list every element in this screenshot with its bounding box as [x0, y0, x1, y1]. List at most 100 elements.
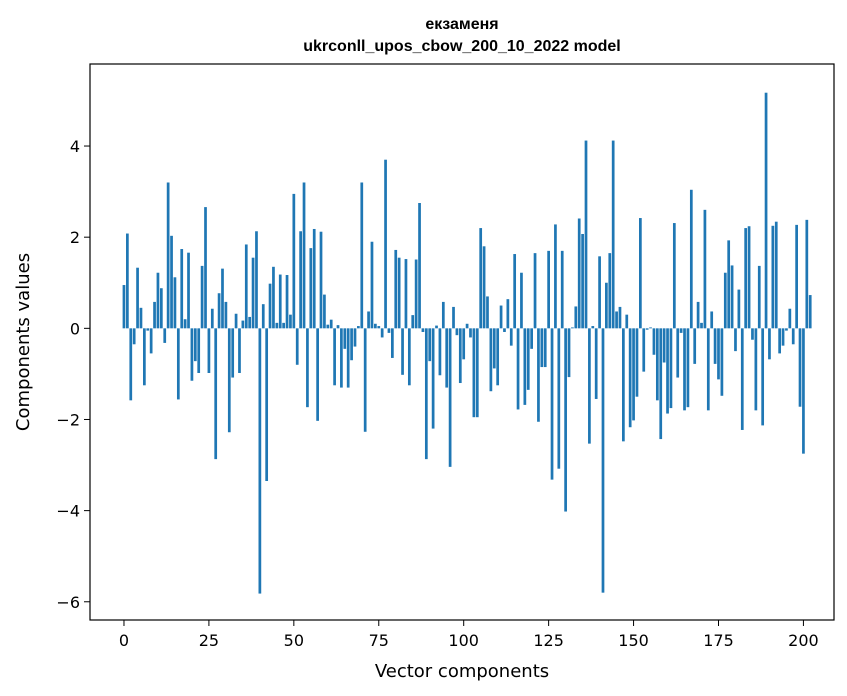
bar-105: [479, 228, 483, 329]
bar-134: [577, 218, 581, 329]
bar-109: [492, 328, 496, 369]
bar-147: [622, 328, 625, 442]
bar-118: [523, 328, 527, 405]
bar-190: [768, 328, 771, 360]
bar-113: [506, 299, 510, 329]
bar-76: [380, 328, 384, 338]
bar-55: [309, 248, 313, 329]
bar-93: [438, 328, 442, 376]
bar-38: [251, 257, 255, 329]
bar-3: [132, 328, 136, 345]
bar-31: [227, 328, 231, 433]
y-tick-label-3: 0: [70, 319, 80, 338]
bar-26: [210, 308, 214, 329]
bar-171: [703, 209, 707, 329]
bar-191: [771, 225, 775, 329]
bar-100: [462, 328, 466, 360]
y-tick-label-0: −6: [56, 593, 80, 612]
bar-126: [550, 328, 554, 480]
bar-48: [285, 275, 289, 329]
bar-194: [781, 328, 785, 346]
bar-57: [316, 328, 319, 421]
bar-195: [785, 328, 788, 331]
bar-188: [761, 328, 765, 426]
bar-86: [414, 259, 418, 329]
bar-96: [448, 328, 452, 467]
bar-18: [183, 319, 187, 329]
bar-91: [431, 328, 435, 429]
bar-163: [676, 328, 680, 378]
bar-165: [683, 328, 686, 411]
bar-143: [608, 253, 612, 329]
bar-9: [153, 301, 156, 329]
y-tick-label-5: 4: [70, 137, 80, 156]
bar-184: [747, 226, 751, 329]
bar-141: [601, 328, 605, 593]
bar-53: [302, 182, 306, 329]
bar-44: [272, 266, 275, 329]
bar-119: [526, 328, 530, 390]
bar-156: [652, 328, 656, 355]
bar-64: [340, 328, 343, 388]
bar-102: [469, 328, 472, 338]
bar-198: [795, 224, 798, 329]
bar-138: [591, 326, 595, 329]
bar-10: [156, 272, 160, 329]
bar-106: [482, 246, 486, 329]
bar-27: [214, 328, 218, 460]
x-tick-label-8: 200: [788, 631, 819, 650]
bar-159: [662, 328, 666, 363]
bar-122: [537, 328, 540, 422]
bar-160: [666, 328, 669, 414]
bar-133: [574, 306, 578, 329]
bar-42: [265, 328, 269, 481]
x-tick-label-7: 175: [703, 631, 734, 650]
bar-192: [774, 221, 778, 329]
bar-116: [516, 328, 520, 410]
x-tick-label-2: 50: [284, 631, 304, 650]
x-tick-label-1: 25: [199, 631, 219, 650]
bar-97: [452, 306, 455, 329]
bar-150: [632, 328, 635, 421]
bar-112: [503, 328, 506, 332]
bar-79: [391, 328, 394, 358]
bar-132: [571, 327, 574, 329]
bar-169: [696, 301, 700, 329]
bar-103: [472, 328, 476, 418]
x-axis-label: Vector components: [375, 661, 549, 682]
bar-60: [326, 324, 330, 329]
bar-186: [754, 328, 758, 411]
bar-200: [802, 328, 805, 454]
bar-178: [727, 240, 731, 329]
bar-11: [159, 288, 163, 329]
y-tick-label-4: 2: [70, 228, 80, 247]
bar-81: [397, 257, 401, 329]
bar-157: [655, 328, 659, 401]
bar-74: [374, 323, 377, 329]
bar-124: [543, 328, 547, 368]
bar-4: [136, 267, 139, 329]
bar-66: [346, 328, 350, 388]
bar-21: [193, 328, 197, 362]
bar-19: [187, 252, 190, 329]
x-tick-label-6: 150: [618, 631, 649, 650]
bar-89: [424, 328, 428, 460]
bar-196: [788, 308, 792, 329]
bar-95: [445, 328, 449, 388]
bar-108: [489, 328, 493, 392]
bar-15: [173, 277, 177, 329]
bar-58: [319, 231, 323, 329]
bar-180: [734, 328, 737, 352]
bar-35: [241, 320, 245, 329]
bar-181: [737, 289, 741, 329]
bar-67: [350, 328, 353, 361]
bar-82: [401, 328, 404, 375]
bar-149: [628, 328, 632, 428]
bar-104: [475, 328, 479, 418]
bar-24: [204, 207, 207, 329]
bars-group: [122, 92, 812, 594]
bar-139: [594, 328, 598, 399]
bar-154: [645, 328, 649, 330]
plot-frame: [89, 63, 835, 621]
